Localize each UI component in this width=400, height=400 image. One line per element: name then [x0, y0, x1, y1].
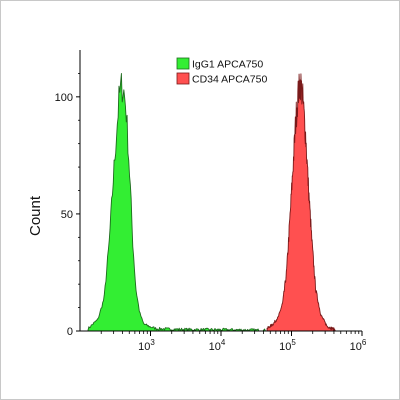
legend-swatch-2	[176, 72, 190, 85]
series-layer	[87, 73, 336, 332]
legend-label-2: CD34 APCA750	[192, 74, 267, 86]
histogram-series-2	[266, 73, 336, 332]
series-1	[87, 73, 268, 332]
series-2	[266, 73, 336, 332]
y-tick-label: 0	[67, 326, 73, 338]
legend-swatch-1	[176, 57, 190, 70]
x-tick-label: 105	[279, 338, 296, 353]
y-tick-label: 100	[55, 92, 73, 104]
legend: IgG1 APCA750 CD34 APCA750	[176, 57, 267, 86]
histogram-series-1	[87, 73, 268, 332]
y-axis-label: Count	[27, 195, 44, 236]
legend-label-1: IgG1 APCA750	[192, 59, 263, 71]
y-tick-label: 50	[61, 209, 73, 221]
x-tick-label: 104	[209, 338, 226, 353]
x-tick-label: 103	[138, 338, 155, 353]
x-tick-label: 106	[350, 338, 367, 353]
axes-layer: 0 50 100 103 104 105 106	[55, 50, 367, 353]
